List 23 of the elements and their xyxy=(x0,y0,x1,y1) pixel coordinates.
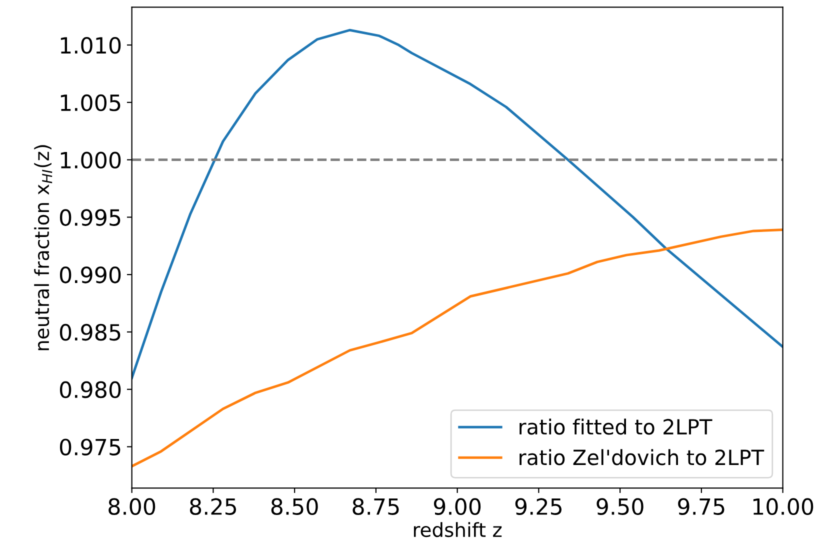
x-tick-label: 10.00 xyxy=(753,498,814,515)
x-tick-label: 8.50 xyxy=(271,498,318,515)
x-tick-label: 8.00 xyxy=(108,498,156,515)
y-tick-label: 0.990 xyxy=(60,266,121,284)
x-tick-label: 9.25 xyxy=(515,498,562,515)
x-tick-label: 9.75 xyxy=(678,498,724,515)
x-tick-label: 9.00 xyxy=(434,498,481,515)
y-tick-label: 0.975 xyxy=(60,438,120,456)
y-axis-title: neutral fraction x$_{HI}$(z) xyxy=(34,145,52,350)
y-tick-label: 1.005 xyxy=(60,94,120,112)
x-axis-title: redshift z xyxy=(414,522,502,538)
line-series xyxy=(132,228,783,468)
y-tick-label: 1.000 xyxy=(60,152,121,169)
x-tick-label: 8.25 xyxy=(190,498,236,515)
legend-label: ratio fitted to 2LPT xyxy=(520,418,712,435)
y-tick-label: 0.995 xyxy=(60,209,120,226)
y-tick-label: 0.985 xyxy=(60,324,120,341)
y-tick-label: 0.980 xyxy=(60,381,121,398)
x-tick-label: 8.75 xyxy=(352,498,399,515)
line-series xyxy=(132,28,783,380)
x-tick-label: 9.50 xyxy=(596,498,644,515)
legend-label: ratio Zel'dovich to 2LPT xyxy=(520,449,764,466)
y-tick-label: 1.010 xyxy=(60,36,121,54)
